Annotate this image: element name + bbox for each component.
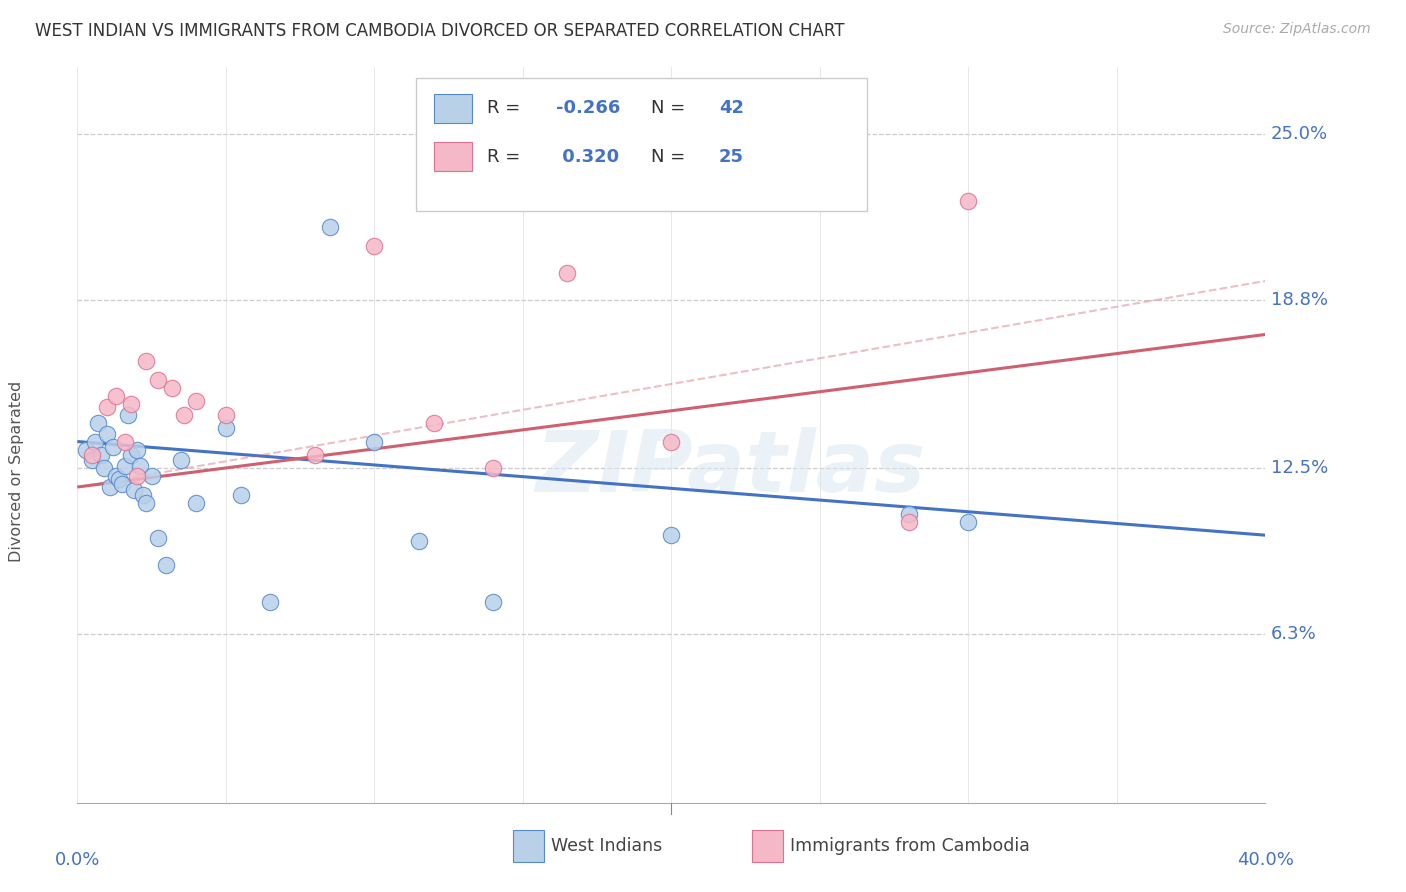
Point	[120, 448, 142, 462]
Text: 18.8%: 18.8%	[1271, 291, 1329, 309]
Text: Immigrants from Cambodia: Immigrants from Cambodia	[790, 838, 1031, 855]
Point	[141, 469, 163, 483]
Point	[319, 220, 342, 235]
Point	[661, 528, 683, 542]
Point	[557, 266, 579, 280]
Point	[122, 483, 145, 497]
Point	[114, 434, 136, 449]
Point	[131, 488, 153, 502]
Text: West Indians: West Indians	[551, 838, 662, 855]
Point	[101, 440, 124, 454]
Point	[229, 488, 252, 502]
Point	[146, 373, 169, 387]
Point	[87, 416, 110, 430]
Text: 6.3%: 6.3%	[1271, 625, 1317, 643]
Point	[482, 595, 505, 609]
Point	[114, 458, 136, 473]
Point	[898, 515, 921, 529]
Point	[215, 421, 238, 435]
Text: -0.266: -0.266	[555, 99, 620, 118]
Point	[82, 453, 104, 467]
FancyBboxPatch shape	[434, 94, 472, 123]
Text: 12.5%: 12.5%	[1271, 459, 1329, 477]
Point	[482, 461, 505, 475]
Point	[215, 408, 238, 422]
Point	[98, 480, 121, 494]
Text: R =: R =	[488, 147, 526, 166]
Point	[162, 381, 184, 395]
Text: R =: R =	[488, 99, 526, 118]
Point	[125, 442, 148, 457]
Point	[120, 397, 142, 411]
Point	[957, 194, 980, 208]
Point	[363, 434, 385, 449]
Point	[957, 515, 980, 529]
Point	[173, 408, 195, 422]
Point	[304, 448, 326, 462]
FancyBboxPatch shape	[416, 78, 868, 211]
Point	[96, 426, 118, 441]
Text: WEST INDIAN VS IMMIGRANTS FROM CAMBODIA DIVORCED OR SEPARATED CORRELATION CHART: WEST INDIAN VS IMMIGRANTS FROM CAMBODIA …	[35, 22, 845, 40]
Text: N =: N =	[651, 99, 690, 118]
FancyBboxPatch shape	[434, 142, 472, 171]
Point	[408, 533, 430, 548]
Point	[125, 469, 148, 483]
Point	[146, 531, 169, 545]
Point	[90, 448, 112, 462]
Point	[93, 461, 115, 475]
Text: Source: ZipAtlas.com: Source: ZipAtlas.com	[1223, 22, 1371, 37]
Point	[82, 448, 104, 462]
Point	[186, 394, 208, 409]
Point	[117, 408, 139, 422]
Point	[75, 442, 97, 457]
Point	[423, 416, 446, 430]
FancyBboxPatch shape	[752, 830, 783, 863]
Point	[108, 472, 131, 486]
Point	[96, 400, 118, 414]
Point	[104, 389, 127, 403]
Point	[363, 239, 385, 253]
Text: 0.320: 0.320	[555, 147, 619, 166]
Text: 25.0%: 25.0%	[1271, 125, 1329, 143]
Point	[259, 595, 281, 609]
Point	[111, 477, 134, 491]
Text: ▪: ▪	[513, 838, 534, 866]
Text: 0.0%: 0.0%	[55, 851, 100, 869]
Text: 42: 42	[718, 99, 744, 118]
Text: 25: 25	[718, 147, 744, 166]
Text: 40.0%: 40.0%	[1237, 851, 1294, 869]
Point	[135, 496, 157, 510]
Point	[84, 434, 107, 449]
Point	[128, 458, 150, 473]
Text: ZIPatlas: ZIPatlas	[536, 426, 927, 510]
FancyBboxPatch shape	[513, 830, 544, 863]
Point	[186, 496, 208, 510]
Point	[104, 469, 127, 483]
Text: Divorced or Separated: Divorced or Separated	[10, 381, 24, 562]
Point	[155, 558, 177, 572]
Point	[170, 453, 193, 467]
Text: N =: N =	[651, 147, 690, 166]
Point	[898, 507, 921, 521]
Point	[135, 354, 157, 368]
Point	[661, 434, 683, 449]
